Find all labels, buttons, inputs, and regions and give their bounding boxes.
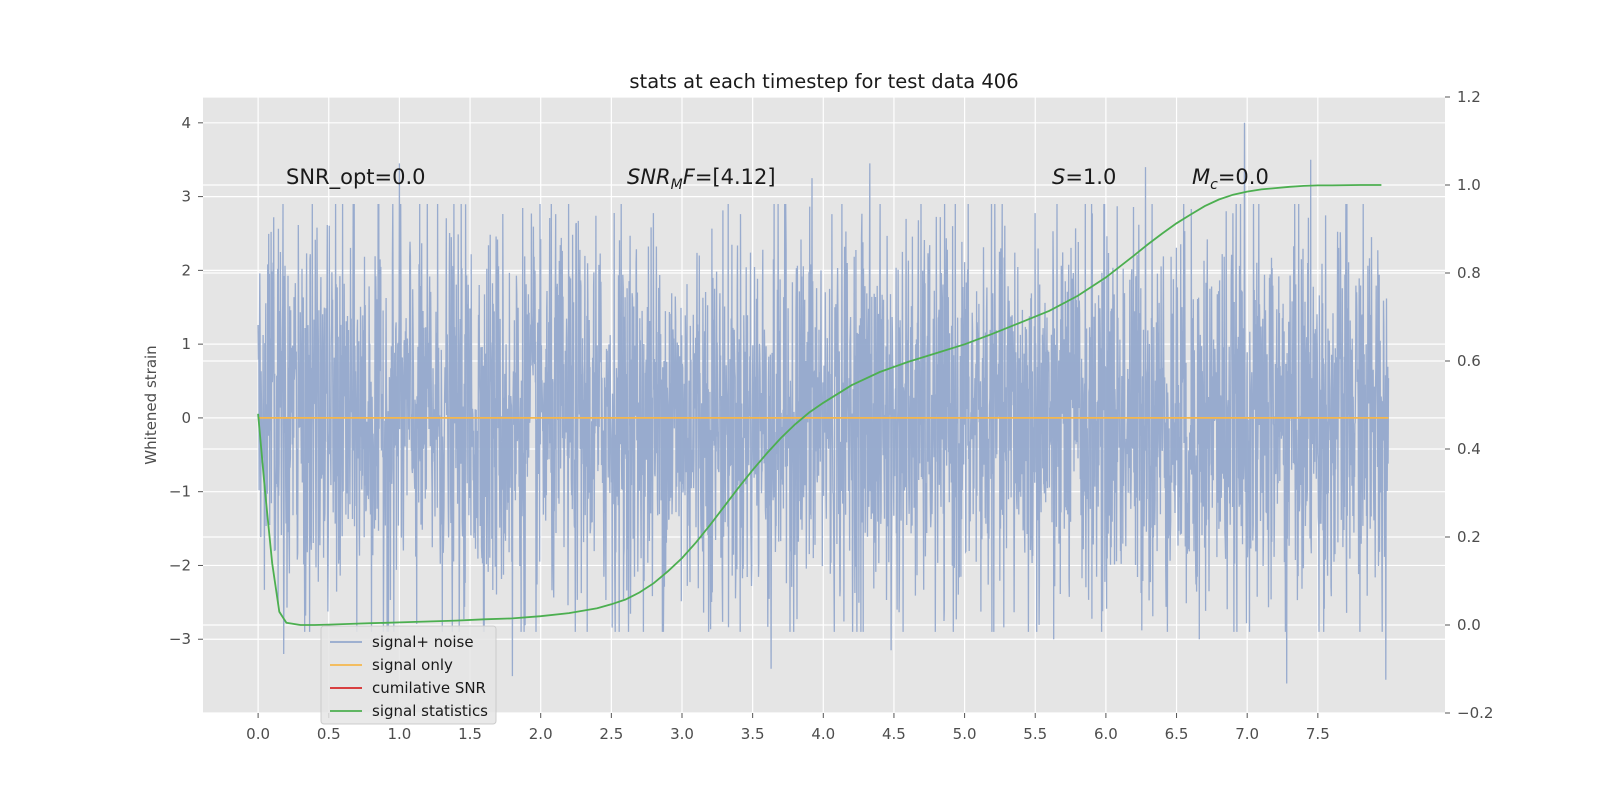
x-tick-label: 0.0: [246, 725, 270, 743]
signal-statistics-line: [257, 184, 1382, 626]
x-tick-label: 5.0: [953, 725, 977, 743]
ticks: 0.0 0.5 1.0 1.5 2.0 2.5 3.0 3.5 4.0 4.5 5.0 5.5 6.0 6…: [169, 88, 1494, 743]
annotation-mc: Mc=0.0: [1192, 165, 1269, 193]
y2-tick-label: 0.6: [1457, 352, 1481, 370]
x-tick-label: 2.5: [599, 725, 623, 743]
y2-tick-label: 1.2: [1457, 88, 1481, 106]
y-tick-label: 3: [181, 188, 191, 206]
x-tick-label: 5.5: [1023, 725, 1047, 743]
signal-noise-line: [257, 122, 1390, 684]
y-axis-label: Whitened strain: [142, 345, 160, 464]
x-tick-label: 7.5: [1306, 725, 1330, 743]
y2-tick-label: 0.0: [1457, 616, 1481, 634]
annotation-s: S=1.0: [1052, 165, 1116, 189]
x-tick-label: 2.0: [529, 725, 553, 743]
x-tick-label: 7.0: [1235, 725, 1259, 743]
y2-tick-label: 0.8: [1457, 264, 1481, 282]
x-tick-label: 1.0: [387, 725, 411, 743]
x-tick-label: 4.5: [882, 725, 906, 743]
annotation-snr-opt: SNR_opt=0.0: [286, 165, 426, 190]
x-tick-label: 3.0: [670, 725, 694, 743]
x-tick-label: 6.5: [1165, 725, 1189, 743]
y2-tick-label: 0.2: [1457, 528, 1481, 546]
y-tick-label: 4: [181, 114, 191, 132]
legend: signal+ noise signal only cumilative SNR si…: [320, 625, 497, 725]
legend-box: [320, 625, 497, 725]
legend-label: signal+ noise: [372, 633, 474, 651]
line-series: [257, 184, 1389, 626]
annotation-snr-mf: SNRMF=[4.12]: [627, 165, 776, 193]
y2-tick-label: −0.2: [1457, 704, 1493, 722]
x-tick-label: 3.5: [741, 725, 765, 743]
x-tick-label: 0.5: [317, 725, 341, 743]
chart-title: stats at each timestep for test data 406: [629, 70, 1018, 93]
y-tick-label: 2: [181, 261, 191, 279]
signal-noise-series: [257, 122, 1390, 684]
x-tick-label: 4.0: [811, 725, 835, 743]
x-tick-label: 1.5: [458, 725, 482, 743]
y2-tick-label: 0.4: [1457, 440, 1481, 458]
y-tick-label: −3: [169, 630, 191, 648]
legend-label: signal statistics: [372, 702, 488, 720]
x-tick-label: 6.0: [1094, 725, 1118, 743]
y-tick-label: −1: [169, 483, 191, 501]
y2-tick-label: 1.0: [1457, 176, 1481, 194]
y-tick-label: 0: [181, 409, 191, 427]
legend-label: cumilative SNR: [372, 679, 486, 697]
y-tick-label: −2: [169, 556, 191, 574]
y-tick-label: 1: [181, 335, 191, 353]
legend-label: signal only: [372, 656, 453, 674]
